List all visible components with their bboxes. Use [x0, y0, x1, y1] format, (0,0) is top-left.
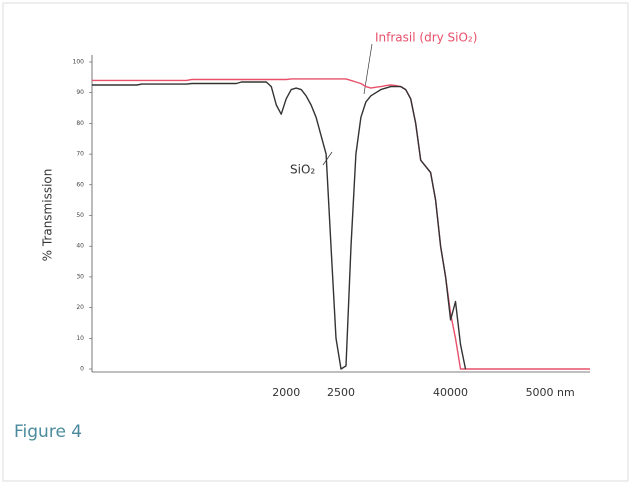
x-tick-label: 40000 — [433, 386, 468, 399]
y-tick-label: 80 — [76, 120, 84, 127]
y-tick-label: 70 — [76, 151, 84, 158]
y-tick-label: 100 — [73, 59, 85, 66]
y-tick-label: 0 — [80, 366, 84, 373]
y-tick-label: 30 — [76, 273, 84, 280]
leader-line — [322, 151, 333, 166]
annotation: SiO₂ — [290, 163, 315, 177]
x-tick-label: 2500 — [327, 386, 355, 399]
x-tick-label: 2000 — [272, 386, 300, 399]
y-tick-label: 50 — [76, 212, 84, 219]
figure-caption: Figure 4 — [14, 422, 82, 442]
series-line — [92, 78, 590, 370]
x-tick-label: 5000 nm — [526, 386, 575, 399]
series-line — [92, 81, 467, 370]
y-tick-label: 20 — [76, 304, 84, 311]
y-tick-label: 90 — [76, 89, 84, 96]
y-tick-label: 60 — [76, 181, 84, 188]
y-axis-label: % Transmission — [41, 169, 55, 262]
annotation: Infrasil (dry SiO₂) — [375, 31, 477, 45]
y-tick-label: 10 — [76, 335, 84, 342]
card-border — [2, 2, 629, 482]
y-tick-label: 40 — [76, 243, 84, 250]
